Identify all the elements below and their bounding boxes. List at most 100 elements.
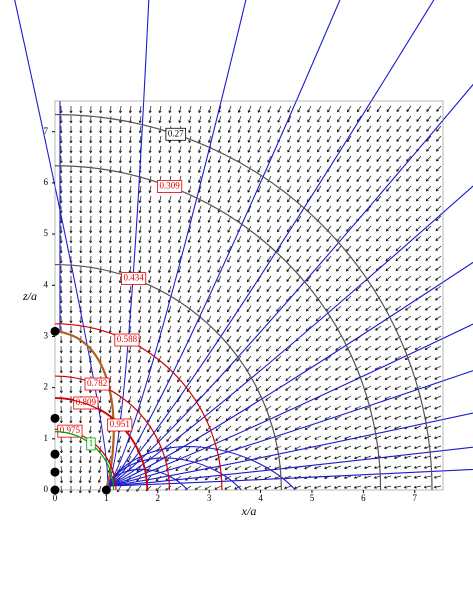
field-arrow [246,295,252,303]
contour-label: 0.951 [110,419,130,429]
field-arrow [257,225,262,233]
field-arrow [286,215,292,223]
field-arrow [395,285,402,291]
field-arrow [364,395,372,400]
field-arrow [208,125,212,133]
field-arrow [277,215,282,223]
field-line [106,185,473,487]
field-line [106,468,473,487]
field-arrow [405,285,412,291]
field-arrow [404,465,412,469]
field-arrow [325,325,332,332]
field-arrow [325,295,332,302]
field-arrow [414,365,422,370]
field-arrow [425,295,432,301]
field-line [105,446,296,491]
field-arrow [118,405,122,413]
field-arrow [435,175,442,182]
field-arrow [335,275,342,282]
field-arrow [137,355,142,363]
field-arrow [426,155,432,162]
field-arrow [256,315,262,322]
field-arrow [344,385,352,391]
field-arrow [267,105,272,113]
field-arrow [127,385,132,393]
field-arrow [188,125,192,133]
field-arrow [315,295,322,302]
field-arrow [217,275,222,283]
field-arrow [206,345,212,353]
field-arrow [138,105,142,114]
field-arrow [434,355,442,360]
field-arrow [345,295,352,302]
field-arrow [355,265,362,272]
field-arrow [297,145,302,153]
field-arrow [158,275,162,283]
field-arrow [395,305,402,311]
field-arrow [217,185,222,193]
field-arrow [396,155,402,162]
field-arrow [118,315,122,324]
field-arrow [276,305,282,312]
field-arrow [375,225,382,232]
field-arrow [435,295,442,301]
field-arrow [275,345,282,352]
field-arrow [197,335,202,343]
field-arrow [187,215,192,223]
x-tick-label: 0 [53,493,58,503]
field-arrow [405,275,412,281]
field-arrow [98,275,102,284]
field-arrow [307,105,312,113]
field-arrow [245,385,252,392]
field-arrow [188,195,192,203]
field-arrow [277,145,282,153]
field-arrow [326,265,332,272]
field-arrow [394,365,402,370]
field-arrow [168,225,172,233]
field-arrow [356,185,362,192]
field-arrow [89,215,93,224]
field-arrow [414,405,422,410]
field-arrow [197,285,202,293]
field-arrow [265,345,272,352]
field-arrow [354,415,362,420]
field-arrow [344,425,352,430]
field-arrow [254,465,262,470]
field-arrow [315,335,322,342]
field-arrow [327,105,332,113]
field-arrow [394,445,402,450]
field-arrow [227,225,232,233]
field-arrow [178,105,182,114]
field-arrow [97,485,102,493]
field-arrow [385,295,392,301]
field-arrow [247,155,252,163]
field-arrow [247,175,252,183]
field-arrow [69,175,73,184]
field-arrow [374,375,382,381]
y-tick-label: 2 [44,382,49,392]
field-arrow [227,205,232,213]
field-arrow [69,345,73,354]
field-arrow [237,175,242,183]
field-arrow [415,275,422,281]
field-arrow [247,195,252,203]
field-arrow [395,235,402,242]
field-arrow [325,345,332,351]
field-arrow [108,185,112,194]
field-arrow [247,105,252,113]
field-arrow [405,315,412,321]
field-arrow [147,405,152,413]
field-arrow [435,195,442,202]
field-arrow [246,315,252,323]
field-arrow [59,345,63,354]
field-arrow [227,145,232,153]
field-arrow [296,295,302,302]
field-arrow [294,415,302,421]
field-arrow [424,455,432,459]
field-arrow [247,145,252,153]
field-arrow [404,415,412,420]
field-arrow [434,445,442,449]
field-arrow [247,265,252,273]
field-arrow [257,155,262,163]
field-arrow [255,395,262,402]
